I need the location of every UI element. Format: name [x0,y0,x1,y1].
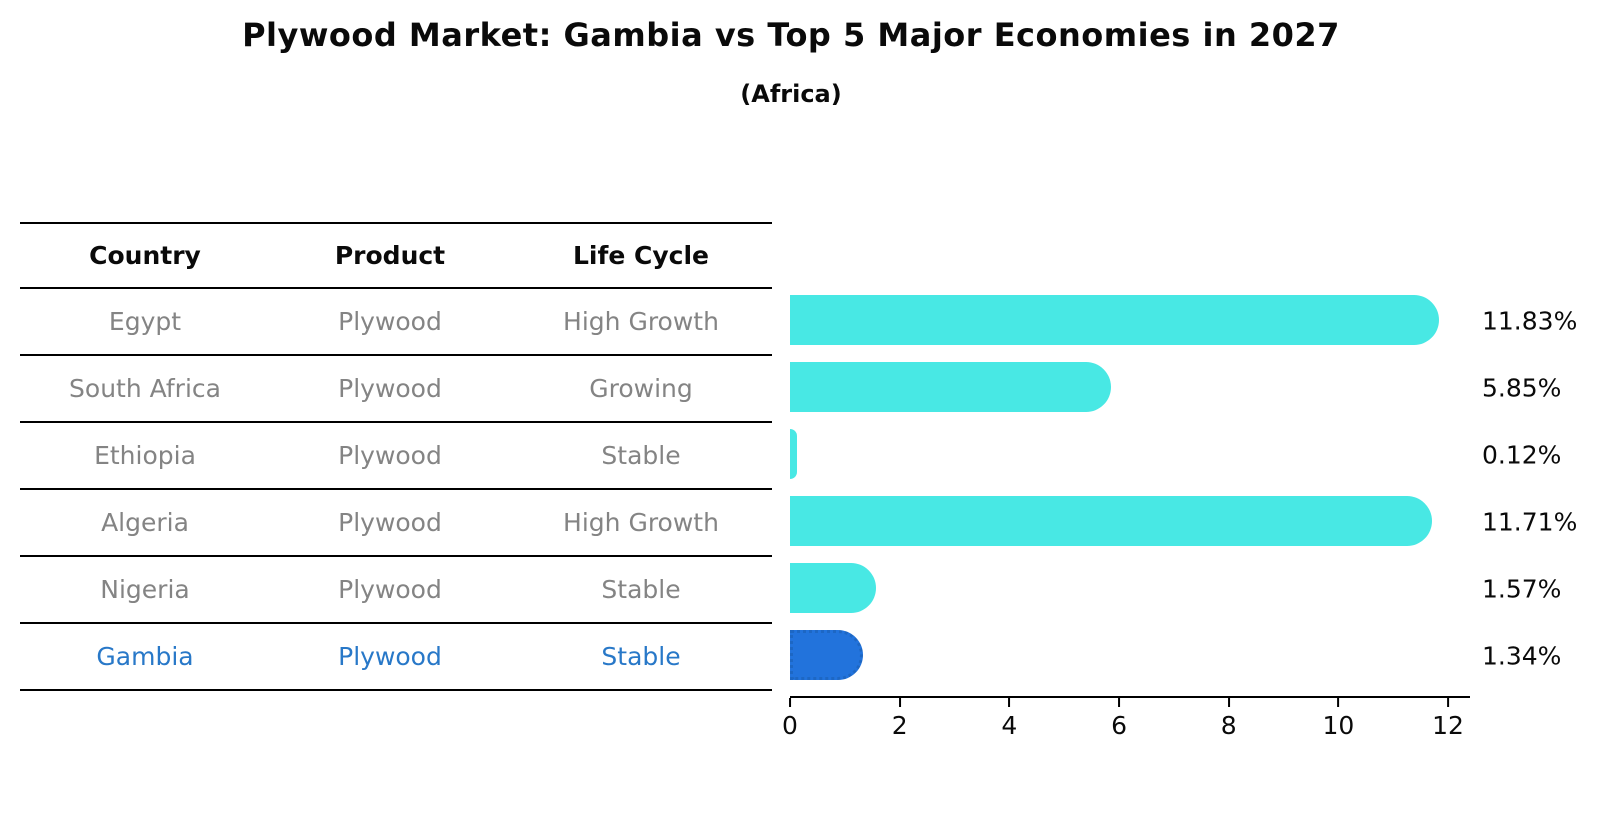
column-header-product: Product [334,241,446,270]
bar-egypt [790,295,1439,345]
x-axis-tick-12: 12 [1432,698,1464,740]
chart-title: Plywood Market: Gambia vs Top 5 Major Ec… [242,16,1340,54]
table-row-algeria: Algeria Plywood High Growth [20,490,772,557]
tick-mark [1008,698,1011,707]
bar-value-label: 11.83% [1482,306,1578,335]
x-axis-tick-2: 2 [892,698,908,740]
chart-subtitle: (Africa) [740,80,842,108]
bar-nigeria [790,563,877,613]
bar-value-label: 1.34% [1482,641,1562,670]
x-axis-tick-4: 4 [1001,698,1017,740]
tick-mark [1118,698,1121,707]
tick-mark [898,698,901,707]
cell-product: Plywood [338,508,442,537]
table-row-ethiopia: Ethiopia Plywood Stable [20,423,772,490]
bar-value-label: 1.57% [1482,574,1562,603]
cell-country: Ethiopia [94,441,196,470]
cell-life-cycle: High Growth [563,508,719,537]
bar-row-egypt: 11.83% [790,287,1577,354]
cell-country: South Africa [69,374,221,403]
x-axis-tick-10: 10 [1322,698,1354,740]
bar-row-algeria: 11.71% [790,488,1577,555]
cell-country: Gambia [96,642,194,671]
cell-country: Egypt [108,307,182,336]
x-axis-tick-0: 0 [782,698,798,740]
tick-label: 6 [1111,711,1127,740]
cell-country: Nigeria [100,575,190,604]
cell-life-cycle: Stable [601,575,681,604]
cell-product: Plywood [338,575,442,604]
bar-value-label: 0.12% [1482,440,1562,469]
cell-product: Plywood [338,374,442,403]
bar-value-label: 5.85% [1482,373,1562,402]
table-row-gambia: Gambia Plywood Stable [20,624,772,691]
tick-label: 8 [1220,711,1237,740]
bar-value-label: 11.71% [1482,507,1578,536]
cell-product: Plywood [338,642,442,671]
bar-ethiopia [790,429,797,479]
table-row-egypt: Egypt Plywood High Growth [20,289,772,356]
bar-gambia [790,630,864,680]
cell-life-cycle: High Growth [563,307,719,336]
tick-mark [1447,698,1450,707]
cell-life-cycle: Stable [601,642,681,671]
cell-product: Plywood [338,307,442,336]
x-axis-tick-6: 6 [1111,698,1127,740]
tick-label: 0 [782,711,798,740]
bar-chart: 11.83% 5.85% 0.12% 11.71% 1.57% 1.34% [790,287,1577,689]
bar-row-south-africa: 5.85% [790,354,1561,421]
table-row-south-africa: South Africa Plywood Growing [20,356,772,423]
tick-label: 4 [1001,711,1018,740]
tick-mark [1227,698,1230,707]
cell-product: Plywood [338,441,442,470]
bar-row-ethiopia: 0.12% [790,421,1561,488]
x-axis: 0 2 4 6 8 10 12 [782,696,1470,740]
bar-row-gambia: 1.34% [790,622,1561,689]
cell-country: Algeria [101,508,189,537]
cell-life-cycle: Growing [589,374,693,403]
tick-mark [789,698,791,707]
bar-algeria [790,496,1433,546]
tick-label: 12 [1432,711,1464,740]
x-axis-tick-8: 8 [1221,698,1237,740]
country-table: Country Product Life Cycle Egypt Plywood… [20,222,772,691]
column-header-life-cycle: Life Cycle [572,241,710,270]
tick-label: 2 [891,711,908,740]
tick-mark [1337,698,1340,707]
tick-label: 10 [1322,711,1355,740]
bar-south-africa [790,362,1111,412]
table-row-nigeria: Nigeria Plywood Stable [20,557,772,624]
table-header-row: Country Product Life Cycle [20,224,772,289]
cell-life-cycle: Stable [601,441,681,470]
column-header-country: Country [89,241,201,270]
bar-row-nigeria: 1.57% [790,555,1561,622]
